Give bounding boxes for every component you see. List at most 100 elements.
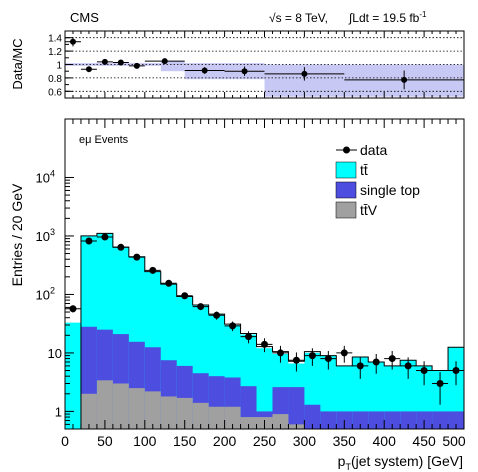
ratio-band-segment-1	[160, 61, 185, 72]
main-frame	[64, 118, 465, 430]
single-top-bar-24	[448, 411, 464, 429]
data-point-13	[276, 349, 284, 357]
legend-label-1: tt̄	[360, 162, 368, 178]
legend-label-2: single top	[360, 182, 420, 198]
data-point-11	[245, 333, 253, 341]
data-point-12	[261, 340, 268, 348]
ratio-gridlines	[65, 37, 464, 92]
data-point-19	[372, 358, 380, 366]
data-points	[64, 233, 465, 405]
main-panel: 1 10 102 103 104 0 50 100 150 200 250 300 350 400 450 5…	[9, 118, 466, 472]
data-point-10	[229, 322, 237, 330]
ratio-point-1	[85, 66, 92, 73]
main-xtick-label-1: 50	[97, 433, 113, 449]
ttv-bar-4	[128, 388, 145, 429]
data-point-9	[213, 311, 221, 319]
legend-swatch-ttbar	[335, 161, 357, 179]
x-axis-label: pT(jet system) [GeV]	[338, 453, 463, 472]
x-axis-label-rest: (jet system) [GeV]	[351, 453, 463, 469]
ratio-point-6	[201, 67, 208, 74]
legend-label-0: data	[360, 142, 387, 158]
data-point-7	[181, 292, 189, 300]
ratio-point-2	[101, 58, 108, 65]
data-point-20	[388, 355, 396, 363]
ttv-bar-2	[96, 380, 113, 429]
single-top-bar-19	[368, 411, 385, 429]
ratio-ytick-label-4: 1.4	[48, 34, 62, 45]
ratio-band-segment-3	[264, 64, 464, 97]
data-point-18	[356, 362, 364, 370]
ratio-points	[65, 37, 464, 90]
ratio-point-3	[117, 59, 124, 66]
lumi-prefix: ∫Ldt = 19.5 fb	[348, 11, 420, 25]
lumi-exponent: -1	[419, 10, 427, 19]
data-point-5	[149, 266, 157, 274]
main-xtick-label-4: 200	[213, 433, 237, 449]
main-xtick-label-0: 0	[61, 433, 69, 449]
ratio-band-segment-0	[65, 63, 161, 66]
main-ytick-label-2: 102	[36, 285, 55, 302]
ttv-bar-9	[208, 406, 225, 429]
data-point-16	[324, 355, 332, 363]
x-axis-label-sub: T	[345, 462, 351, 472]
ttv-bar-3	[112, 383, 129, 429]
stacked-histograms	[65, 232, 465, 430]
main-xtick-label-6: 300	[293, 433, 317, 449]
data-point-4	[133, 253, 141, 261]
ttv-bar-5	[144, 391, 161, 429]
single-top-bar-21	[400, 411, 417, 429]
channel-annotation: eμ Events	[79, 134, 129, 146]
single-top-bar-14	[288, 387, 305, 429]
ttv-bar-6	[160, 396, 177, 429]
legend-swatch-single-top	[335, 181, 357, 199]
single-top-bar-18	[352, 411, 369, 429]
ratio-ytick-label-1: 0.8	[48, 74, 62, 85]
data-point-2	[101, 233, 109, 241]
ratio-point-7	[241, 68, 248, 75]
data-point-21	[404, 362, 412, 370]
ttv-bar-8	[192, 402, 209, 429]
energy-label: √s = 8 TeV,	[269, 11, 328, 25]
x-axis-label-main: p	[338, 453, 346, 469]
main-xtick-label-7: 350	[333, 433, 357, 449]
main-xtick-label-8: 400	[373, 433, 397, 449]
ratio-ytick-label-0: 0.6	[48, 87, 62, 98]
main-xtick-label-2: 100	[133, 433, 157, 449]
main-ytick-label-0: 1	[55, 404, 62, 419]
data-point-0	[69, 305, 77, 313]
single-top-bar-20	[384, 411, 401, 429]
ratio-point-0	[69, 38, 76, 45]
legend-swatch-ttv	[335, 201, 357, 219]
ttv-bar-1	[80, 393, 97, 429]
ratio-point-4	[133, 62, 140, 69]
data-point-6	[165, 279, 173, 287]
data-point-1	[85, 237, 93, 245]
experiment-label: CMS	[70, 10, 99, 25]
main-ytick-label-1: 10	[48, 346, 62, 361]
ratio-ytick-label-3: 1.2	[48, 47, 62, 58]
data-point-8	[197, 303, 205, 311]
legend-label-3: tt̄V	[360, 202, 378, 218]
ttv-bar-10	[224, 406, 241, 429]
main-ytick-label-4: 104	[36, 168, 55, 185]
data-point-17	[340, 349, 348, 357]
data-point-14	[292, 356, 300, 364]
ratio-point-5	[161, 58, 168, 65]
ratio-frame	[64, 30, 465, 99]
single-top-bar-16	[320, 411, 337, 429]
single-top-bar-15	[304, 404, 321, 429]
ratio-panel: 0.6 0.8 1 1.2 1.4 Data/MC	[10, 30, 465, 99]
data-point-22	[420, 367, 428, 375]
ratio-point-8	[301, 70, 308, 77]
data-point-15	[308, 352, 316, 360]
data-point-24	[452, 367, 460, 375]
ttv-bar-11	[240, 417, 257, 429]
main-ylabel: Entries / 20 GeV	[9, 183, 25, 286]
legend-data-marker	[343, 146, 350, 154]
main-xtick-label-5: 250	[253, 433, 277, 449]
ratio-point-9	[401, 76, 408, 83]
ratio-ylabel: Data/MC	[10, 38, 25, 89]
main-axis-ticks: 1 10 102 103 104 0 50 100 150 200 250 300 350 400 450 5…	[36, 119, 466, 449]
main-ytick-label-3: 103	[36, 227, 55, 244]
